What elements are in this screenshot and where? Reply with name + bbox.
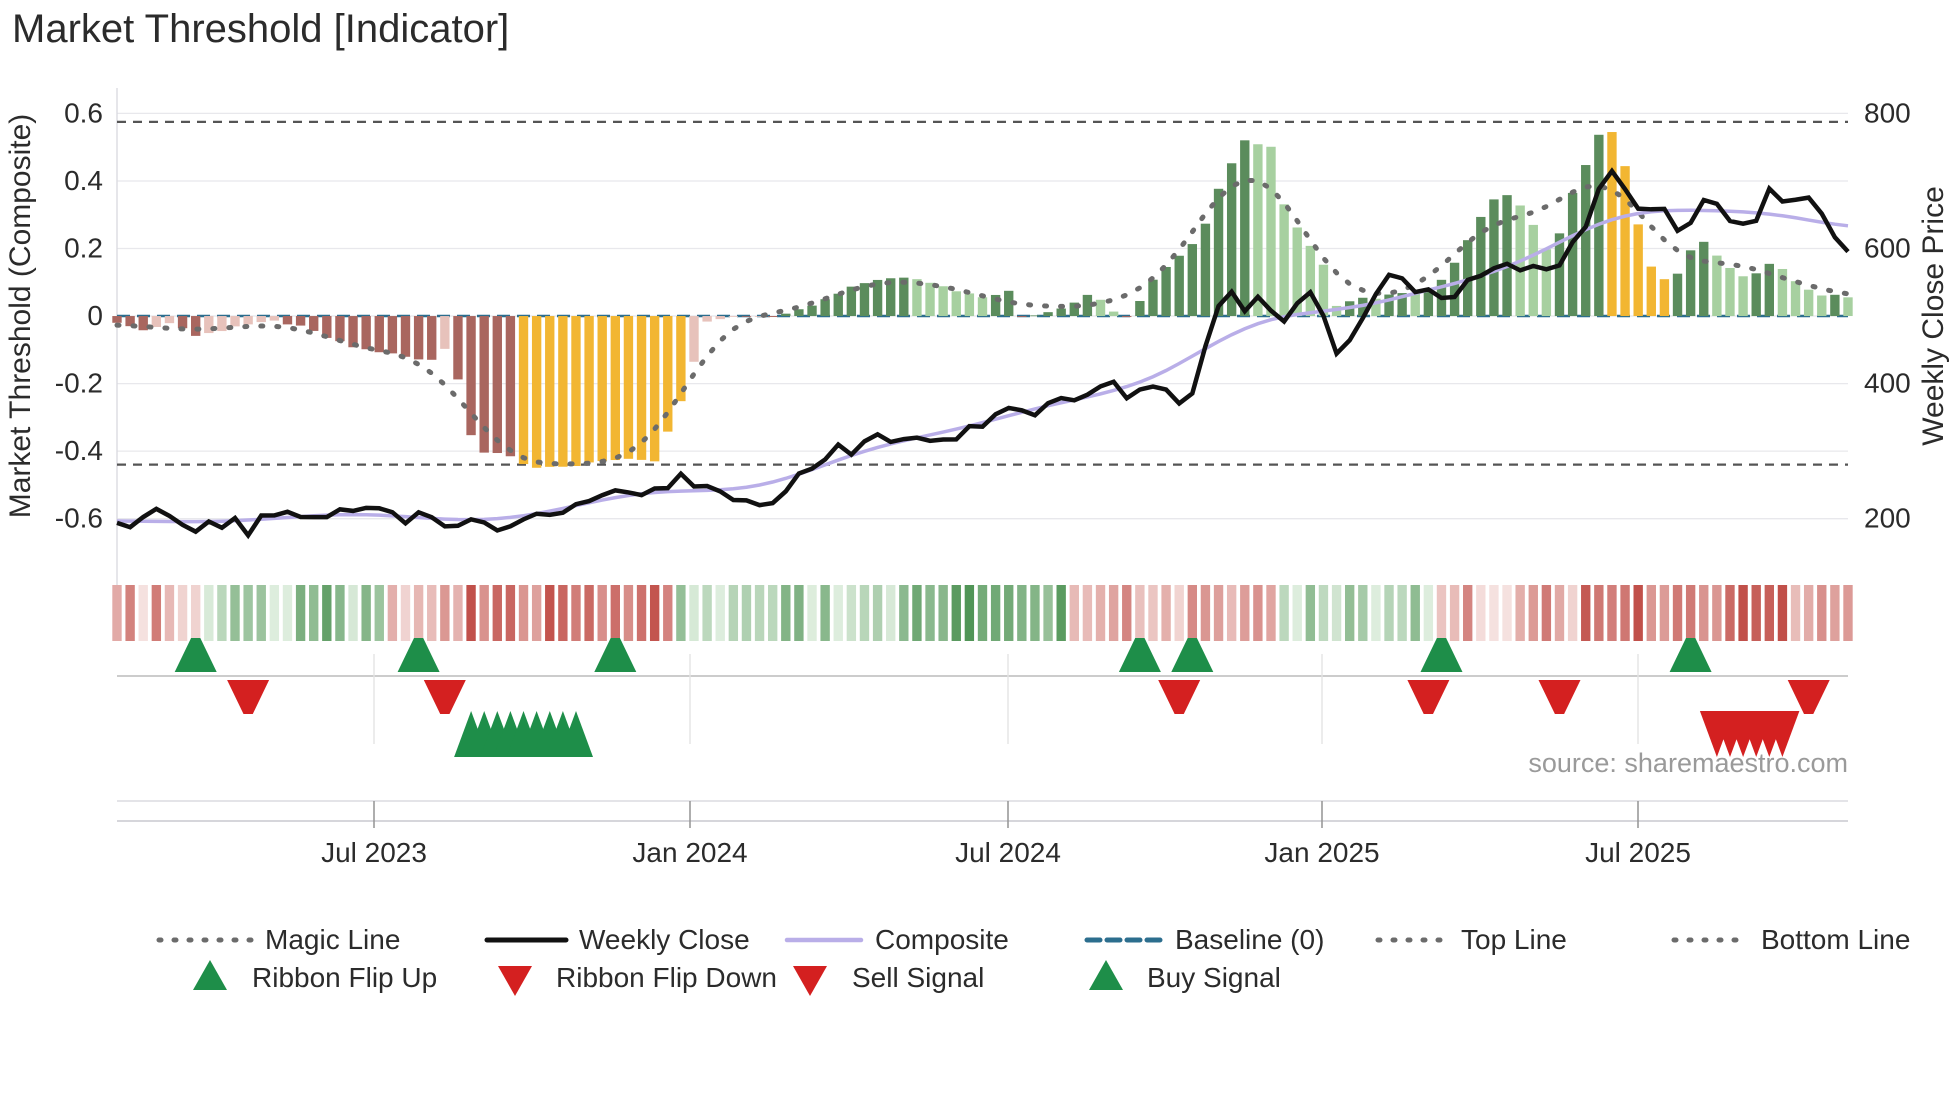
svg-text:0: 0: [87, 300, 103, 331]
svg-text:400: 400: [1864, 368, 1911, 399]
svg-text:200: 200: [1864, 503, 1911, 534]
svg-text:Ribbon Flip Down: Ribbon Flip Down: [556, 962, 777, 993]
svg-text:Market Threshold (Composite): Market Threshold (Composite): [4, 114, 37, 519]
svg-text:-0.4: -0.4: [55, 435, 103, 466]
svg-text:Weekly Close Price: Weekly Close Price: [1917, 186, 1950, 446]
svg-text:0.2: 0.2: [64, 233, 103, 264]
svg-text:Jul 2023: Jul 2023: [321, 837, 427, 868]
svg-text:-0.2: -0.2: [55, 368, 103, 399]
svg-text:-0.6: -0.6: [55, 503, 103, 534]
svg-text:Weekly Close: Weekly Close: [579, 924, 750, 955]
svg-text:600: 600: [1864, 233, 1911, 264]
svg-text:Jan 2024: Jan 2024: [632, 837, 747, 868]
svg-text:Sell Signal: Sell Signal: [852, 962, 984, 993]
svg-text:source: sharemaestro.com: source: sharemaestro.com: [1528, 748, 1848, 778]
svg-text:Magic Line: Magic Line: [265, 924, 400, 955]
svg-text:Jan 2025: Jan 2025: [1264, 837, 1379, 868]
svg-text:800: 800: [1864, 97, 1911, 128]
svg-text:Market Threshold [Indicator]: Market Threshold [Indicator]: [12, 7, 509, 51]
svg-text:Jul 2024: Jul 2024: [955, 837, 1061, 868]
svg-text:Bottom Line: Bottom Line: [1761, 924, 1910, 955]
svg-text:Composite: Composite: [875, 924, 1009, 955]
svg-text:Ribbon Flip Up: Ribbon Flip Up: [252, 962, 437, 993]
svg-text:0.4: 0.4: [64, 165, 103, 196]
svg-text:Baseline (0): Baseline (0): [1175, 924, 1324, 955]
svg-text:Jul 2025: Jul 2025: [1585, 837, 1691, 868]
svg-text:Top Line: Top Line: [1461, 924, 1567, 955]
svg-text:0.6: 0.6: [64, 97, 103, 128]
svg-text:Buy Signal: Buy Signal: [1147, 962, 1281, 993]
